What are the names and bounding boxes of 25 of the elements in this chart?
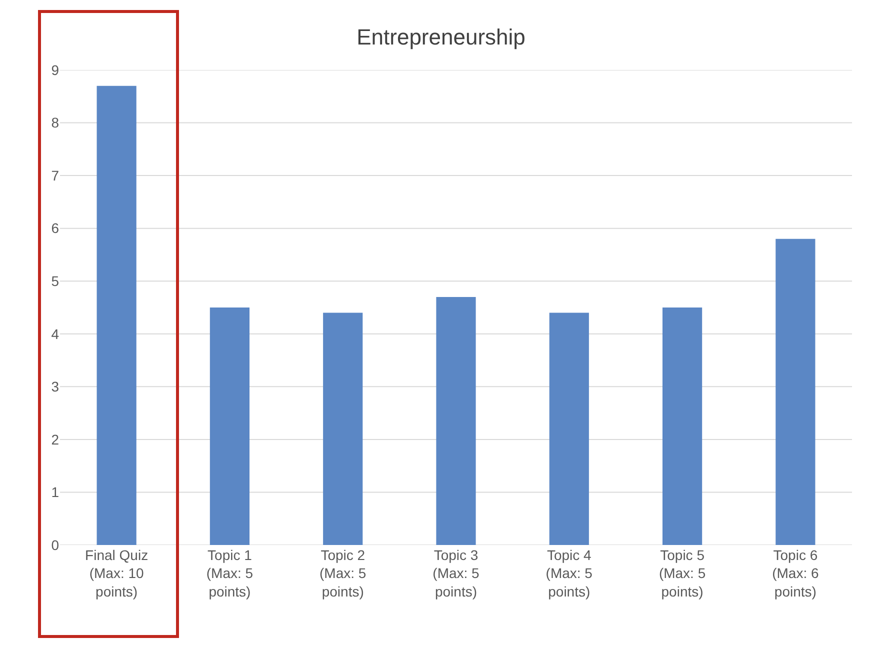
x-tick-label: Topic 2 (Max: 5 points) (320, 547, 366, 600)
y-tick-label: 2 (51, 431, 60, 448)
y-tick-label: 8 (51, 114, 60, 131)
y-tick-label: 3 (51, 378, 60, 395)
bar (549, 312, 589, 545)
bar (776, 238, 816, 545)
y-tick-label: 7 (51, 167, 60, 184)
y-tick-label: 4 (51, 326, 60, 342)
chart-title: Entrepreneurship (356, 24, 526, 50)
bar (436, 296, 476, 545)
x-tick-label: Topic 3 (Max: 5 points) (432, 547, 480, 600)
y-tick-label: 6 (51, 220, 60, 236)
x-tick-label: Final Quiz (Max: 10 points) (85, 547, 148, 600)
x-tick-label: Topic 5 (Max: 5 points) (658, 547, 706, 600)
bar (323, 312, 363, 545)
y-tick-label: 0 (51, 536, 60, 553)
y-tick-label: 9 (51, 62, 60, 78)
x-tick-label: Topic 4 (Max: 5 points) (546, 547, 593, 600)
x-tick-label: Topic 1 (Max: 5 points) (206, 547, 254, 600)
bar (210, 308, 250, 545)
bar (662, 308, 702, 545)
bar (96, 86, 136, 545)
y-tick-label: 5 (51, 273, 60, 290)
y-tick-label: 1 (51, 484, 60, 500)
x-tick-label: Topic 6 (Max: 6 points) (772, 547, 819, 600)
